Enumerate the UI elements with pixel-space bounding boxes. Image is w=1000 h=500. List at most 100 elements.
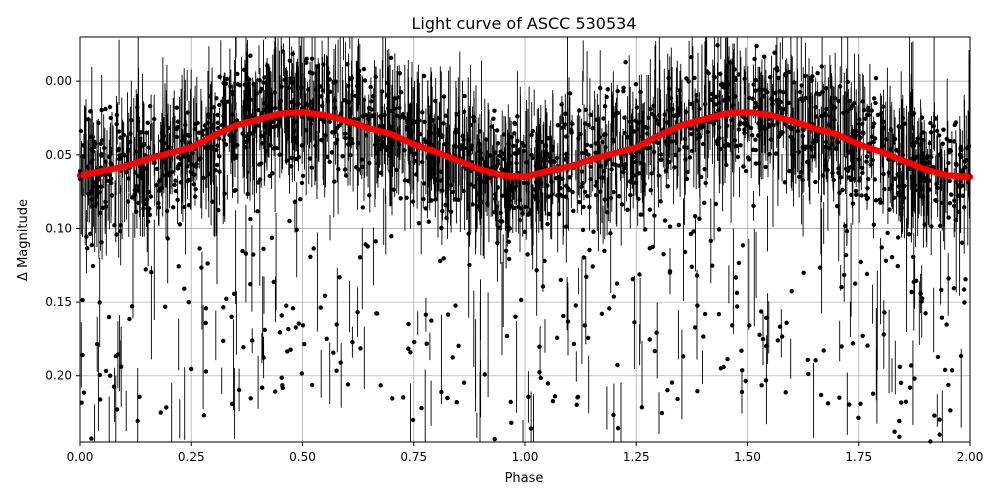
data-point	[962, 205, 967, 210]
data-point	[370, 94, 376, 99]
data-point	[259, 110, 265, 116]
data-point	[906, 232, 912, 237]
data-point	[190, 150, 195, 156]
data-point	[293, 119, 298, 125]
data-point	[205, 261, 210, 266]
data-point	[422, 119, 427, 125]
data-point	[887, 186, 892, 191]
data-point	[217, 102, 222, 108]
data-point	[277, 152, 282, 157]
data-point	[256, 107, 261, 113]
data-point	[495, 240, 500, 246]
data-point	[521, 143, 526, 148]
x-tick-label: 0.50	[289, 450, 316, 464]
data-point	[682, 249, 688, 255]
data-point	[438, 169, 444, 174]
data-point	[857, 178, 862, 183]
data-point	[733, 275, 739, 280]
data-point	[848, 106, 854, 111]
data-point	[119, 364, 124, 369]
data-point	[221, 137, 226, 143]
data-point	[332, 105, 338, 111]
data-point	[353, 93, 358, 99]
data-point	[334, 368, 339, 373]
data-point	[329, 150, 335, 155]
data-point	[100, 205, 105, 210]
data-point	[858, 259, 863, 265]
data-point	[962, 300, 967, 305]
x-tick-label: 0.75	[400, 450, 427, 464]
data-point	[611, 113, 616, 119]
data-point	[823, 139, 829, 145]
data-point	[858, 401, 863, 406]
data-point	[567, 175, 572, 180]
data-point	[243, 251, 249, 256]
data-point	[519, 297, 524, 303]
data-point	[821, 348, 826, 353]
data-point	[587, 205, 592, 210]
data-point	[607, 306, 612, 311]
data-point	[542, 258, 547, 264]
data-point	[767, 152, 772, 157]
data-point	[934, 128, 940, 134]
data-point	[330, 130, 335, 135]
data-point	[198, 156, 203, 161]
data-point	[853, 281, 858, 286]
data-point	[594, 179, 599, 185]
data-point	[554, 335, 560, 340]
data-point	[327, 77, 332, 82]
data-point	[637, 272, 642, 277]
data-point	[925, 154, 930, 159]
data-point	[173, 178, 178, 183]
data-point	[871, 139, 876, 145]
data-point	[549, 192, 554, 197]
data-point	[468, 122, 473, 128]
data-point	[573, 303, 578, 308]
data-point	[449, 182, 454, 188]
data-point	[776, 75, 781, 81]
data-point	[260, 141, 265, 146]
data-point	[920, 175, 925, 180]
data-point	[109, 193, 115, 198]
data-point	[332, 98, 337, 103]
data-point	[746, 155, 751, 160]
data-point	[462, 145, 468, 151]
data-point	[98, 397, 103, 402]
data-point	[841, 110, 846, 116]
data-point	[213, 168, 218, 173]
data-point	[559, 193, 565, 198]
data-point	[147, 206, 152, 211]
data-point	[279, 375, 284, 380]
data-point	[456, 343, 461, 348]
data-point	[810, 154, 815, 159]
data-point	[255, 123, 261, 128]
data-point	[321, 119, 326, 125]
data-point	[548, 160, 553, 165]
data-point	[469, 143, 474, 148]
data-point	[466, 137, 471, 142]
data-point	[214, 96, 219, 101]
data-point	[158, 410, 163, 415]
data-point	[114, 112, 120, 118]
data-point	[901, 195, 907, 201]
data-point	[877, 197, 883, 202]
data-point	[445, 395, 450, 401]
data-point	[107, 154, 112, 159]
data-point	[865, 186, 870, 191]
data-point	[175, 119, 181, 124]
data-point	[398, 90, 404, 95]
data-point	[581, 255, 586, 260]
data-point	[685, 169, 690, 175]
data-point	[929, 154, 934, 160]
data-point	[171, 205, 176, 210]
data-point	[864, 271, 870, 277]
data-point	[326, 70, 331, 76]
data-point	[594, 117, 599, 122]
data-point	[133, 189, 138, 194]
data-point	[358, 346, 363, 351]
data-point	[673, 139, 679, 144]
data-point	[390, 396, 395, 401]
data-point	[856, 415, 861, 420]
data-point	[790, 153, 795, 158]
data-point	[871, 121, 877, 126]
